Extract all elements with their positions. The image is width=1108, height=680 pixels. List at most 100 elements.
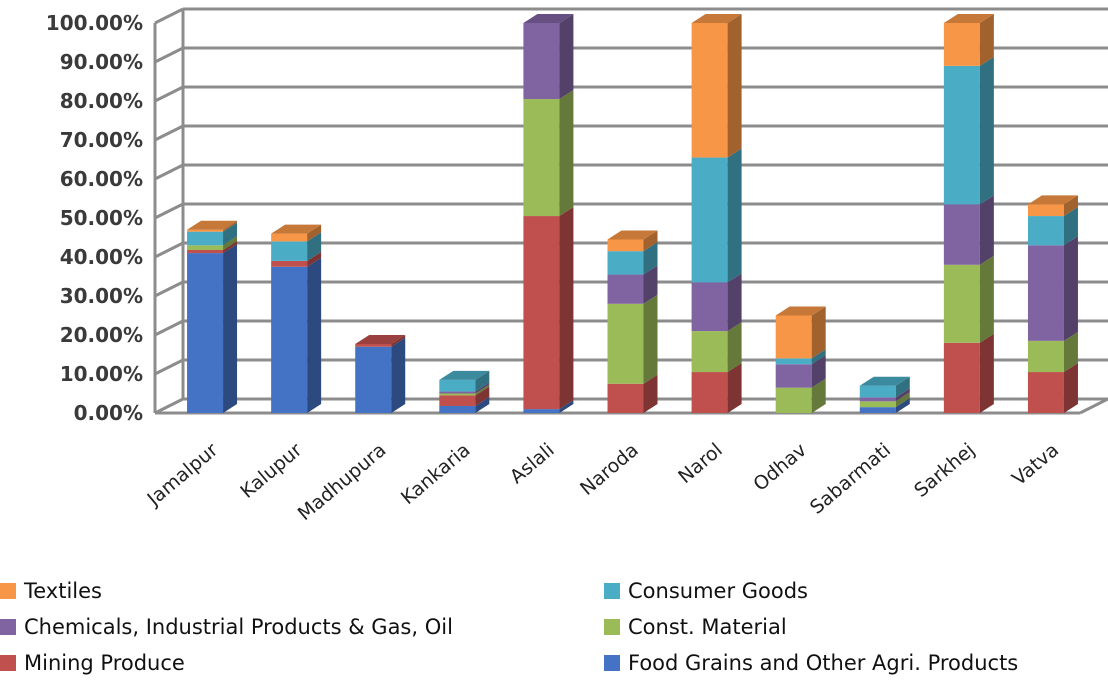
x-tick-label-odhav: Odhav <box>749 439 811 496</box>
bar-segment-jamalpur-consumer-goods <box>187 222 238 246</box>
bar-segment-naroda-mining-produce <box>607 374 658 413</box>
y-tick-label: 90.00% <box>60 50 143 74</box>
bar-front-face <box>775 315 812 359</box>
bar-segment-kalupur-mining-produce <box>271 251 322 267</box>
x-tick-label-madhupura: Madhupura <box>294 439 391 525</box>
bar-side-face <box>475 370 490 392</box>
bar-front-face <box>1027 372 1064 413</box>
bar-top-face <box>859 376 910 386</box>
x-tick-label-vatva: Vatva <box>1008 439 1063 490</box>
bar-front-face <box>607 383 644 413</box>
bar-segment-narol-consumer-goods <box>691 148 742 283</box>
x-tick-label-naroda: Naroda <box>576 439 643 500</box>
legend-swatch-textiles <box>0 583 16 599</box>
bar-stack-vatva <box>1027 195 1078 413</box>
x-tick-label-kalupur: Kalupur <box>236 439 306 503</box>
bar-side-face <box>1063 195 1078 217</box>
bar-front-face <box>523 216 560 410</box>
bar-segment-sarkhej-chemicals-industrial-products-gas-oil <box>943 195 994 265</box>
y-tick-label: 10.00% <box>60 362 143 386</box>
legend-item-mining-produce: Mining Produce <box>0 646 185 680</box>
legend-swatch-const-material <box>604 619 620 635</box>
gridline-side <box>154 124 184 142</box>
bar-side-face <box>895 398 910 413</box>
bar-stack-aslali <box>523 14 574 413</box>
bars <box>187 14 1078 413</box>
bar-top-face <box>607 230 658 240</box>
bar-segment-kankaria-consumer-goods <box>439 370 490 392</box>
bar-front-face <box>607 303 644 384</box>
bar-side-face <box>727 322 742 373</box>
bar-segment-sabarmati-food-grains-and-other-agri-products <box>859 398 910 413</box>
bar-segment-jamalpur-const-material <box>187 236 238 250</box>
bar-side-face <box>811 378 826 413</box>
bar-segment-narol-const-material <box>691 322 742 373</box>
bar-side-face <box>307 251 322 267</box>
bar-stack-kalupur <box>271 224 322 413</box>
legend-label-food-grains: Food Grains and Other Agri. Products <box>628 651 1019 675</box>
bar-front-face <box>355 346 392 413</box>
bar-side-face <box>643 230 658 252</box>
y-tick-label: 60.00% <box>60 167 143 191</box>
bar-side-face <box>979 14 994 66</box>
bar-segment-aslali-const-material <box>523 90 574 217</box>
bar-segment-naroda-const-material <box>607 294 658 384</box>
bar-front-face <box>355 343 392 347</box>
bar-top-face <box>355 334 406 344</box>
bar-segment-aslali-food-grains-and-other-agri-products <box>523 400 574 413</box>
bar-stack-jamalpur <box>187 220 238 413</box>
legend-item-textiles: Textiles <box>0 574 102 608</box>
bar-front-face <box>439 395 476 406</box>
bar-front-face <box>775 364 812 388</box>
bar-segment-naroda-consumer-goods <box>607 242 658 275</box>
legend-item-const-material: Const. Material <box>604 610 787 644</box>
bar-front-face <box>187 249 224 254</box>
bar-segment-jamalpur-mining-produce <box>187 240 238 254</box>
bar-segment-naroda-textiles <box>607 230 658 252</box>
bar-front-face <box>691 331 728 373</box>
bar-segment-odhav-textiles <box>775 306 826 359</box>
bar-front-face <box>271 260 308 267</box>
bar-front-face <box>943 204 980 265</box>
gridline-side <box>154 319 184 337</box>
legend-swatch-mining-produce <box>0 655 16 671</box>
bar-side-face <box>643 265 658 304</box>
bar-front-face <box>187 253 224 413</box>
bar-front-face <box>859 401 896 408</box>
bar-side-face <box>727 363 742 413</box>
bar-side-face <box>727 148 742 283</box>
bar-segment-sabarmati-consumer-goods <box>859 376 910 398</box>
bar-front-face <box>691 372 728 413</box>
bar-front-face <box>1027 340 1064 373</box>
bar-segment-jamalpur-food-grains-and-other-agri-products <box>187 244 238 413</box>
bar-side-face <box>643 374 658 413</box>
bar-side-face <box>895 392 910 408</box>
bar-stack-odhav <box>775 306 826 413</box>
y-tick-label: 80.00% <box>60 89 143 113</box>
bar-segment-kankaria-const-material <box>439 384 490 396</box>
bar-stack-madhupura <box>355 334 406 413</box>
bar-side-face <box>895 388 910 402</box>
bar-side-face <box>307 257 322 413</box>
bar-side-face <box>1063 363 1078 413</box>
bar-front-face <box>775 358 812 365</box>
bar-side-face <box>979 333 994 413</box>
bar-front-face <box>187 231 224 246</box>
bar-front-face <box>607 239 644 252</box>
legend-label-const-material: Const. Material <box>628 615 787 639</box>
bar-top-face <box>187 220 238 230</box>
y-tick-label: 50.00% <box>60 206 143 230</box>
bar-side-face <box>475 382 490 394</box>
bar-side-face <box>307 232 322 261</box>
bar-top-face <box>691 14 742 23</box>
bar-segment-vatva-consumer-goods <box>1027 207 1078 246</box>
legend-swatch-food-grains <box>604 655 620 671</box>
bar-segment-narol-chemicals-industrial-products-gas-oil <box>691 273 742 332</box>
gridline-side <box>154 358 184 376</box>
bar-segment-sarkhej-textiles <box>943 14 994 66</box>
bar-front-face <box>271 266 308 413</box>
bar-front-face <box>439 405 476 413</box>
gridline-side <box>154 241 184 259</box>
bar-segment-jamalpur-textiles <box>187 220 238 232</box>
